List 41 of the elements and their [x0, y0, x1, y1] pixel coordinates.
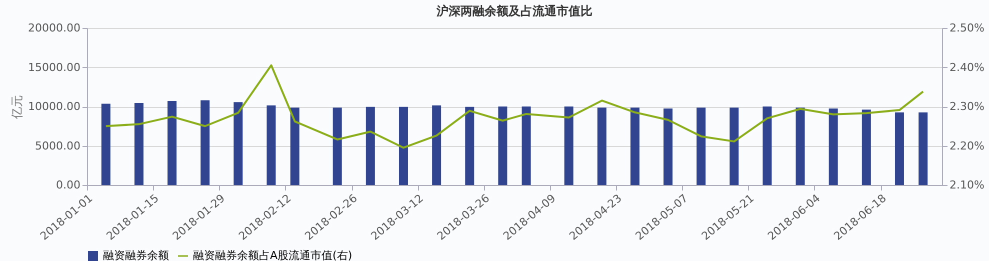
legend-label: 融资融券余额 [103, 249, 169, 262]
bar [366, 106, 375, 185]
bar [266, 105, 276, 185]
bar [894, 112, 904, 185]
bar [522, 106, 531, 185]
y2-tick-label: 2.10% [950, 178, 984, 192]
bar [432, 105, 442, 185]
bar [918, 112, 928, 185]
y-tick-label: 15000.00 [28, 60, 80, 74]
bar [200, 100, 210, 185]
bar [796, 108, 805, 185]
bar [398, 106, 408, 185]
bar [630, 108, 640, 185]
bar [862, 110, 871, 185]
y-tick-label: 10000.00 [28, 100, 80, 113]
bar [234, 102, 243, 185]
y-tick-label: 5000.00 [35, 139, 80, 152]
chart-title: 沪深两融余额及占流通市值比 [436, 4, 592, 18]
bar [498, 106, 508, 185]
bar [332, 108, 342, 185]
bar [597, 108, 606, 185]
y2-tick-label: 2.30% [950, 100, 984, 113]
bar [564, 106, 574, 185]
y2-tick-label: 2.50% [950, 22, 984, 34]
bar [168, 101, 177, 185]
bar [465, 106, 474, 185]
bar [101, 104, 110, 185]
bar [134, 102, 144, 185]
bar [290, 108, 300, 185]
y2-tick-label: 2.40% [950, 60, 984, 74]
line-series [104, 64, 924, 149]
legend-label: 融资融券余额占A股流通市值(右) [193, 249, 352, 262]
bar [664, 108, 673, 185]
bar [828, 108, 838, 185]
y-tick-label: 20000.00 [28, 22, 80, 34]
y2-tick-label: 2.20% [950, 139, 984, 152]
y-axis-title: 亿元 [10, 95, 24, 120]
bar [730, 108, 739, 185]
y-tick-label: 0.00 [56, 178, 80, 192]
bar [762, 106, 772, 185]
bar [696, 108, 706, 185]
